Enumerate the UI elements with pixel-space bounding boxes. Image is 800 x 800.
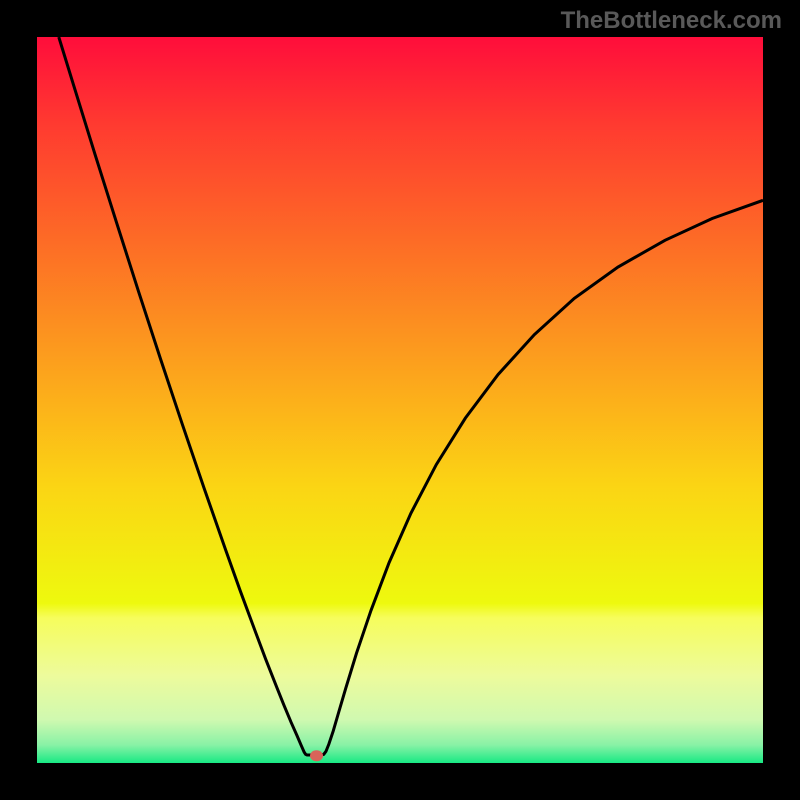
plot-area bbox=[37, 37, 763, 763]
watermark-text: TheBottleneck.com bbox=[561, 7, 782, 35]
optimal-marker bbox=[310, 750, 323, 761]
curve-path bbox=[59, 37, 763, 755]
bottleneck-curve bbox=[37, 37, 763, 763]
